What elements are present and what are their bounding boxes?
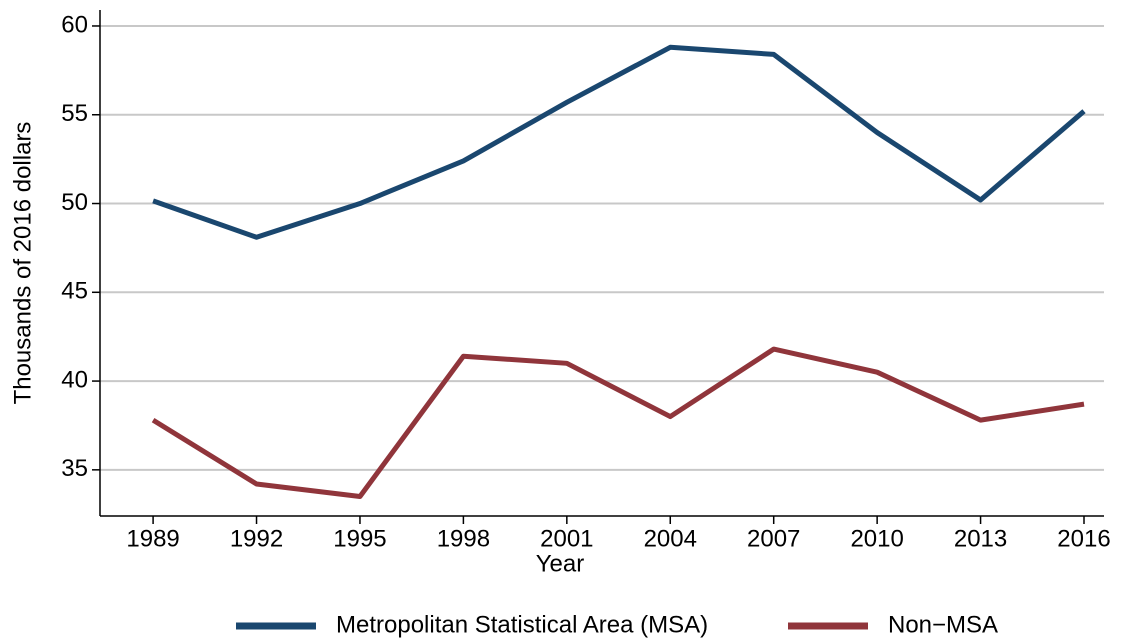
x-tick-label: 2010 <box>850 525 903 552</box>
y-tick-label: 35 <box>61 455 88 482</box>
x-tick-label: 2013 <box>954 525 1007 552</box>
y-tick-label: 55 <box>61 100 88 127</box>
x-tick-label: 1998 <box>437 525 490 552</box>
x-tick-label: 2004 <box>644 525 697 552</box>
x-tick-label: 2007 <box>747 525 800 552</box>
x-axis-label: Year <box>536 550 585 577</box>
x-tick-label: 1995 <box>333 525 386 552</box>
y-tick-label: 50 <box>61 189 88 216</box>
y-axis-label: Thousands of 2016 dollars <box>9 122 36 405</box>
x-tick-label: 1992 <box>230 525 283 552</box>
x-tick-label: 2001 <box>540 525 593 552</box>
series-line <box>152 44 1086 240</box>
y-tick-label: 60 <box>61 11 88 38</box>
legend-label: Metropolitan Statistical Area (MSA) <box>336 611 708 638</box>
legend-label: Non−MSA <box>888 611 998 638</box>
y-tick-label: 40 <box>61 366 88 393</box>
series-line <box>151 346 1085 499</box>
x-tick-label: 2016 <box>1057 525 1110 552</box>
x-tick-label: 1989 <box>126 525 179 552</box>
y-tick-label: 45 <box>61 278 88 305</box>
